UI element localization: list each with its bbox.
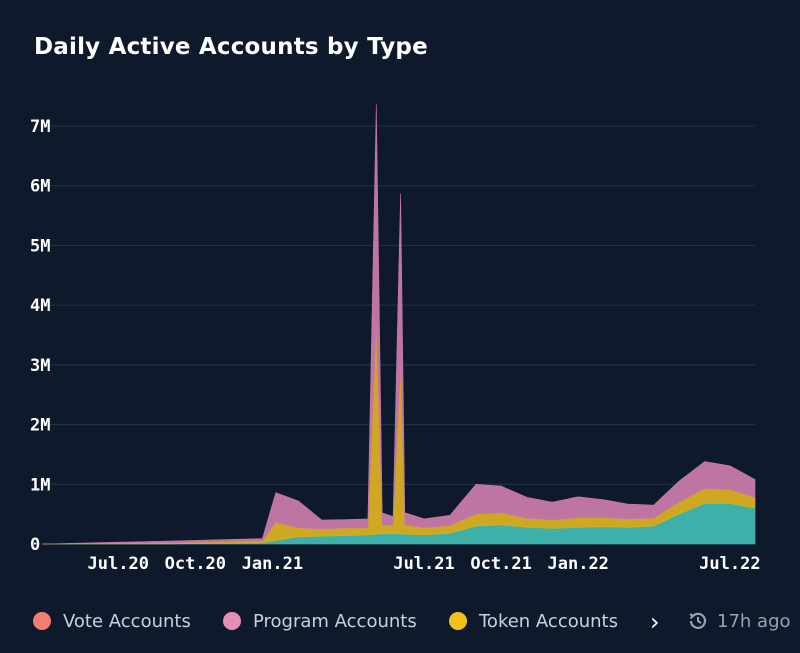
legend-item-vote[interactable]: Vote Accounts <box>33 605 191 637</box>
legend: Vote Accounts Program Accounts Token Acc… <box>0 605 800 639</box>
legend-dot-program <box>223 612 241 630</box>
x-tick-label: Oct.20 <box>165 554 226 574</box>
updated-text: 17h ago <box>717 610 791 632</box>
legend-dot-token <box>449 612 467 630</box>
y-tick-label: 0 <box>30 535 40 555</box>
chart-title: Daily Active Accounts by Type <box>34 34 428 60</box>
x-tick-label: Jul.22 <box>699 554 760 574</box>
legend-dot-vote <box>33 612 51 630</box>
legend-label-program: Program Accounts <box>253 610 417 632</box>
y-tick-label: 6M <box>30 177 50 197</box>
chevron-right-icon[interactable]: › <box>650 608 660 636</box>
legend-label-token: Token Accounts <box>479 610 618 632</box>
y-tick-label: 4M <box>30 296 50 316</box>
y-tick-label: 1M <box>30 475 50 495</box>
legend-item-program[interactable]: Program Accounts <box>223 605 417 637</box>
chart-canvas: 0 1M 2M 3M 4M 5M 6M 7M Jul.20 Oct.20 Jan.21 Jul.21… <box>30 104 761 574</box>
y-tick-label: 3M <box>30 356 50 376</box>
history-clock-icon <box>689 612 707 629</box>
x-tick-label: Jan.22 <box>548 554 609 574</box>
legend-item-token[interactable]: Token Accounts <box>449 605 618 637</box>
x-tick-label: Oct.21 <box>470 554 531 574</box>
y-tick-label: 5M <box>30 236 50 256</box>
x-axis-ticks: Jul.20 Oct.20 Jan.21 Jul.21 Oct.21 Jan.22 Jul.… <box>88 554 761 574</box>
y-axis-ticks: 0 1M 2M 3M 4M 5M 6M 7M <box>30 117 50 555</box>
x-tick-label: Jul.21 <box>393 554 454 574</box>
last-updated: 17h ago <box>687 605 791 637</box>
x-tick-label: Jul.20 <box>88 554 149 574</box>
x-tick-label: Jan.21 <box>242 554 303 574</box>
legend-label-vote: Vote Accounts <box>63 610 191 632</box>
stacked-areas <box>41 104 756 545</box>
y-tick-label: 2M <box>30 416 50 436</box>
y-tick-label: 7M <box>30 117 50 137</box>
series-area-program-accounts <box>41 104 756 545</box>
